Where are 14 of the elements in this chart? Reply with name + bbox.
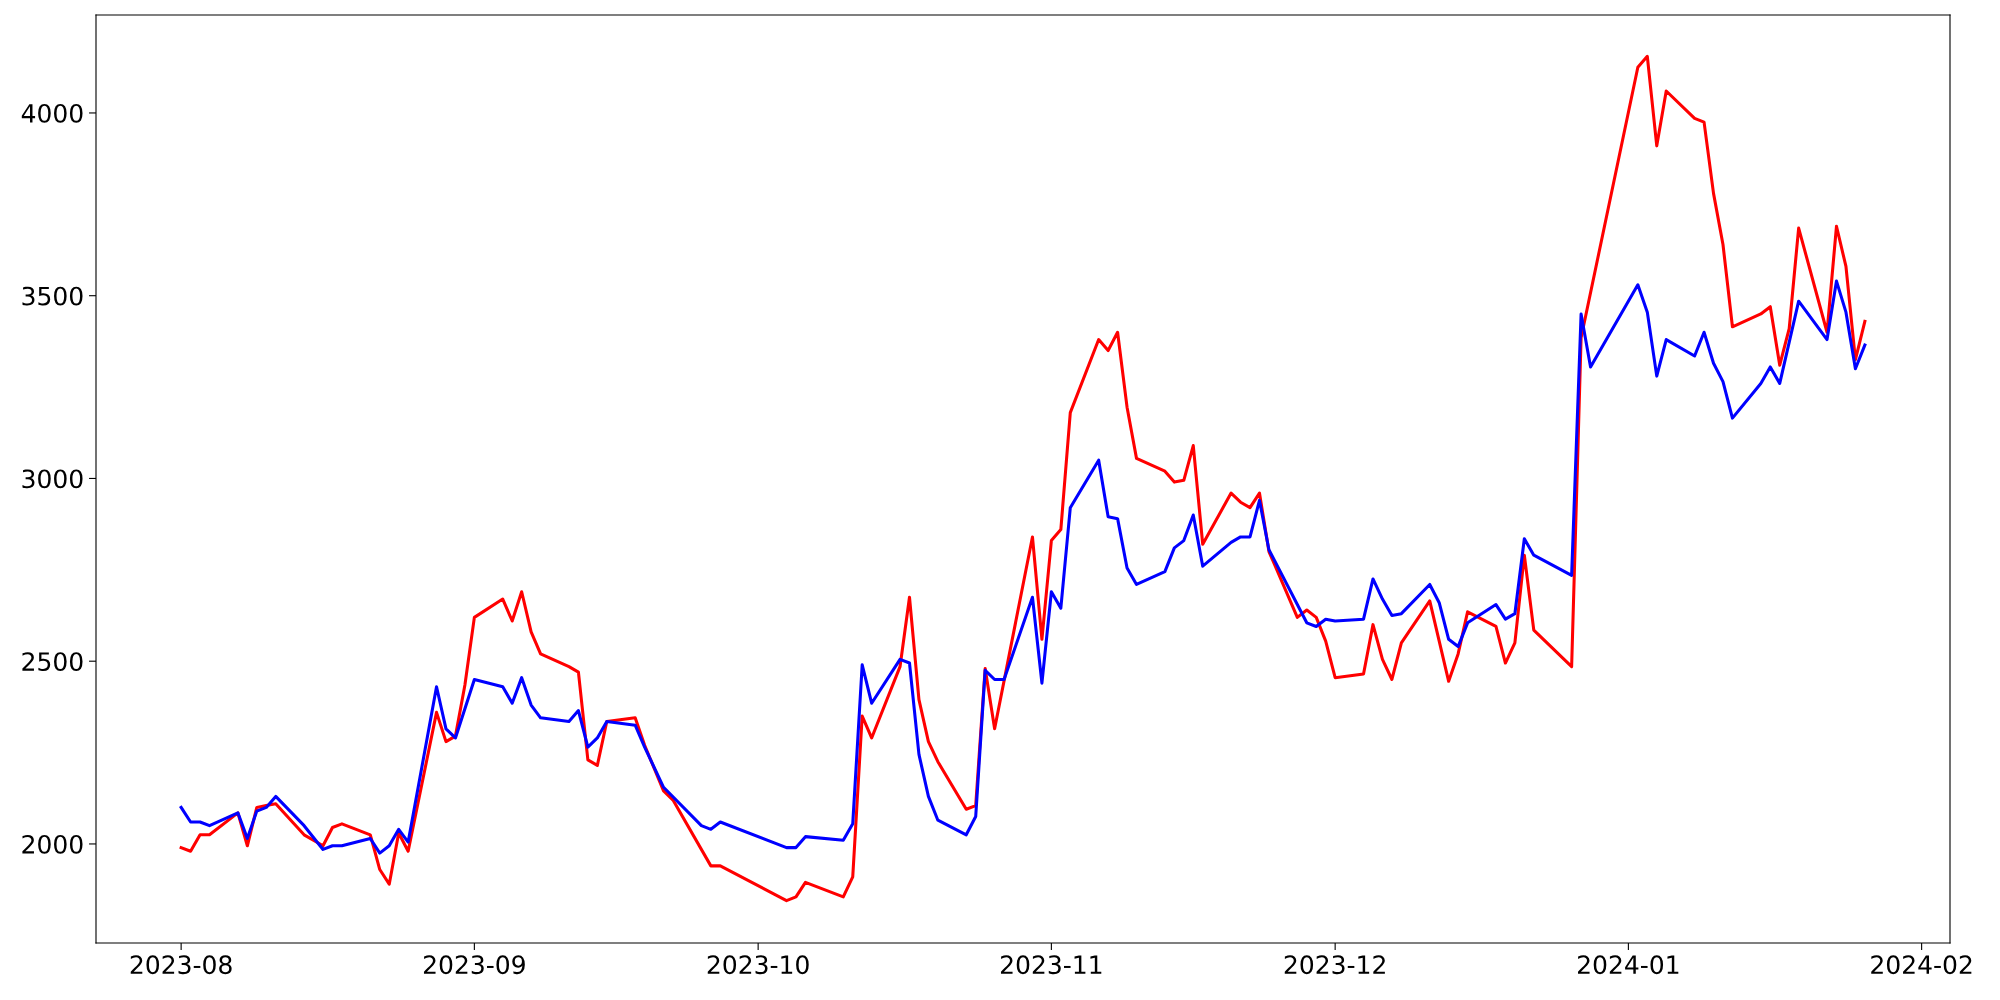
x-tick-label: 2024-02 bbox=[1871, 955, 1972, 975]
x-tick-label: 2023-10 bbox=[707, 955, 809, 975]
y-tick-label: 2000 bbox=[22, 834, 83, 854]
line-series bbox=[179, 54, 1867, 903]
x-tick-label: 2023-08 bbox=[130, 955, 232, 975]
y-tick-label: 2500 bbox=[22, 652, 83, 672]
x-tick-label: 2023-11 bbox=[1000, 955, 1102, 975]
x-tick-label: 2024-01 bbox=[1577, 955, 1679, 975]
y-tick-label: 3500 bbox=[22, 286, 83, 306]
y-tick-label: 4000 bbox=[21, 103, 83, 123]
x-tick-label: 2023-12 bbox=[1284, 955, 1385, 975]
y-tick-label: 3000 bbox=[22, 469, 83, 489]
line-series bbox=[179, 279, 1867, 855]
x-tick-label: 2023-09 bbox=[423, 955, 525, 975]
